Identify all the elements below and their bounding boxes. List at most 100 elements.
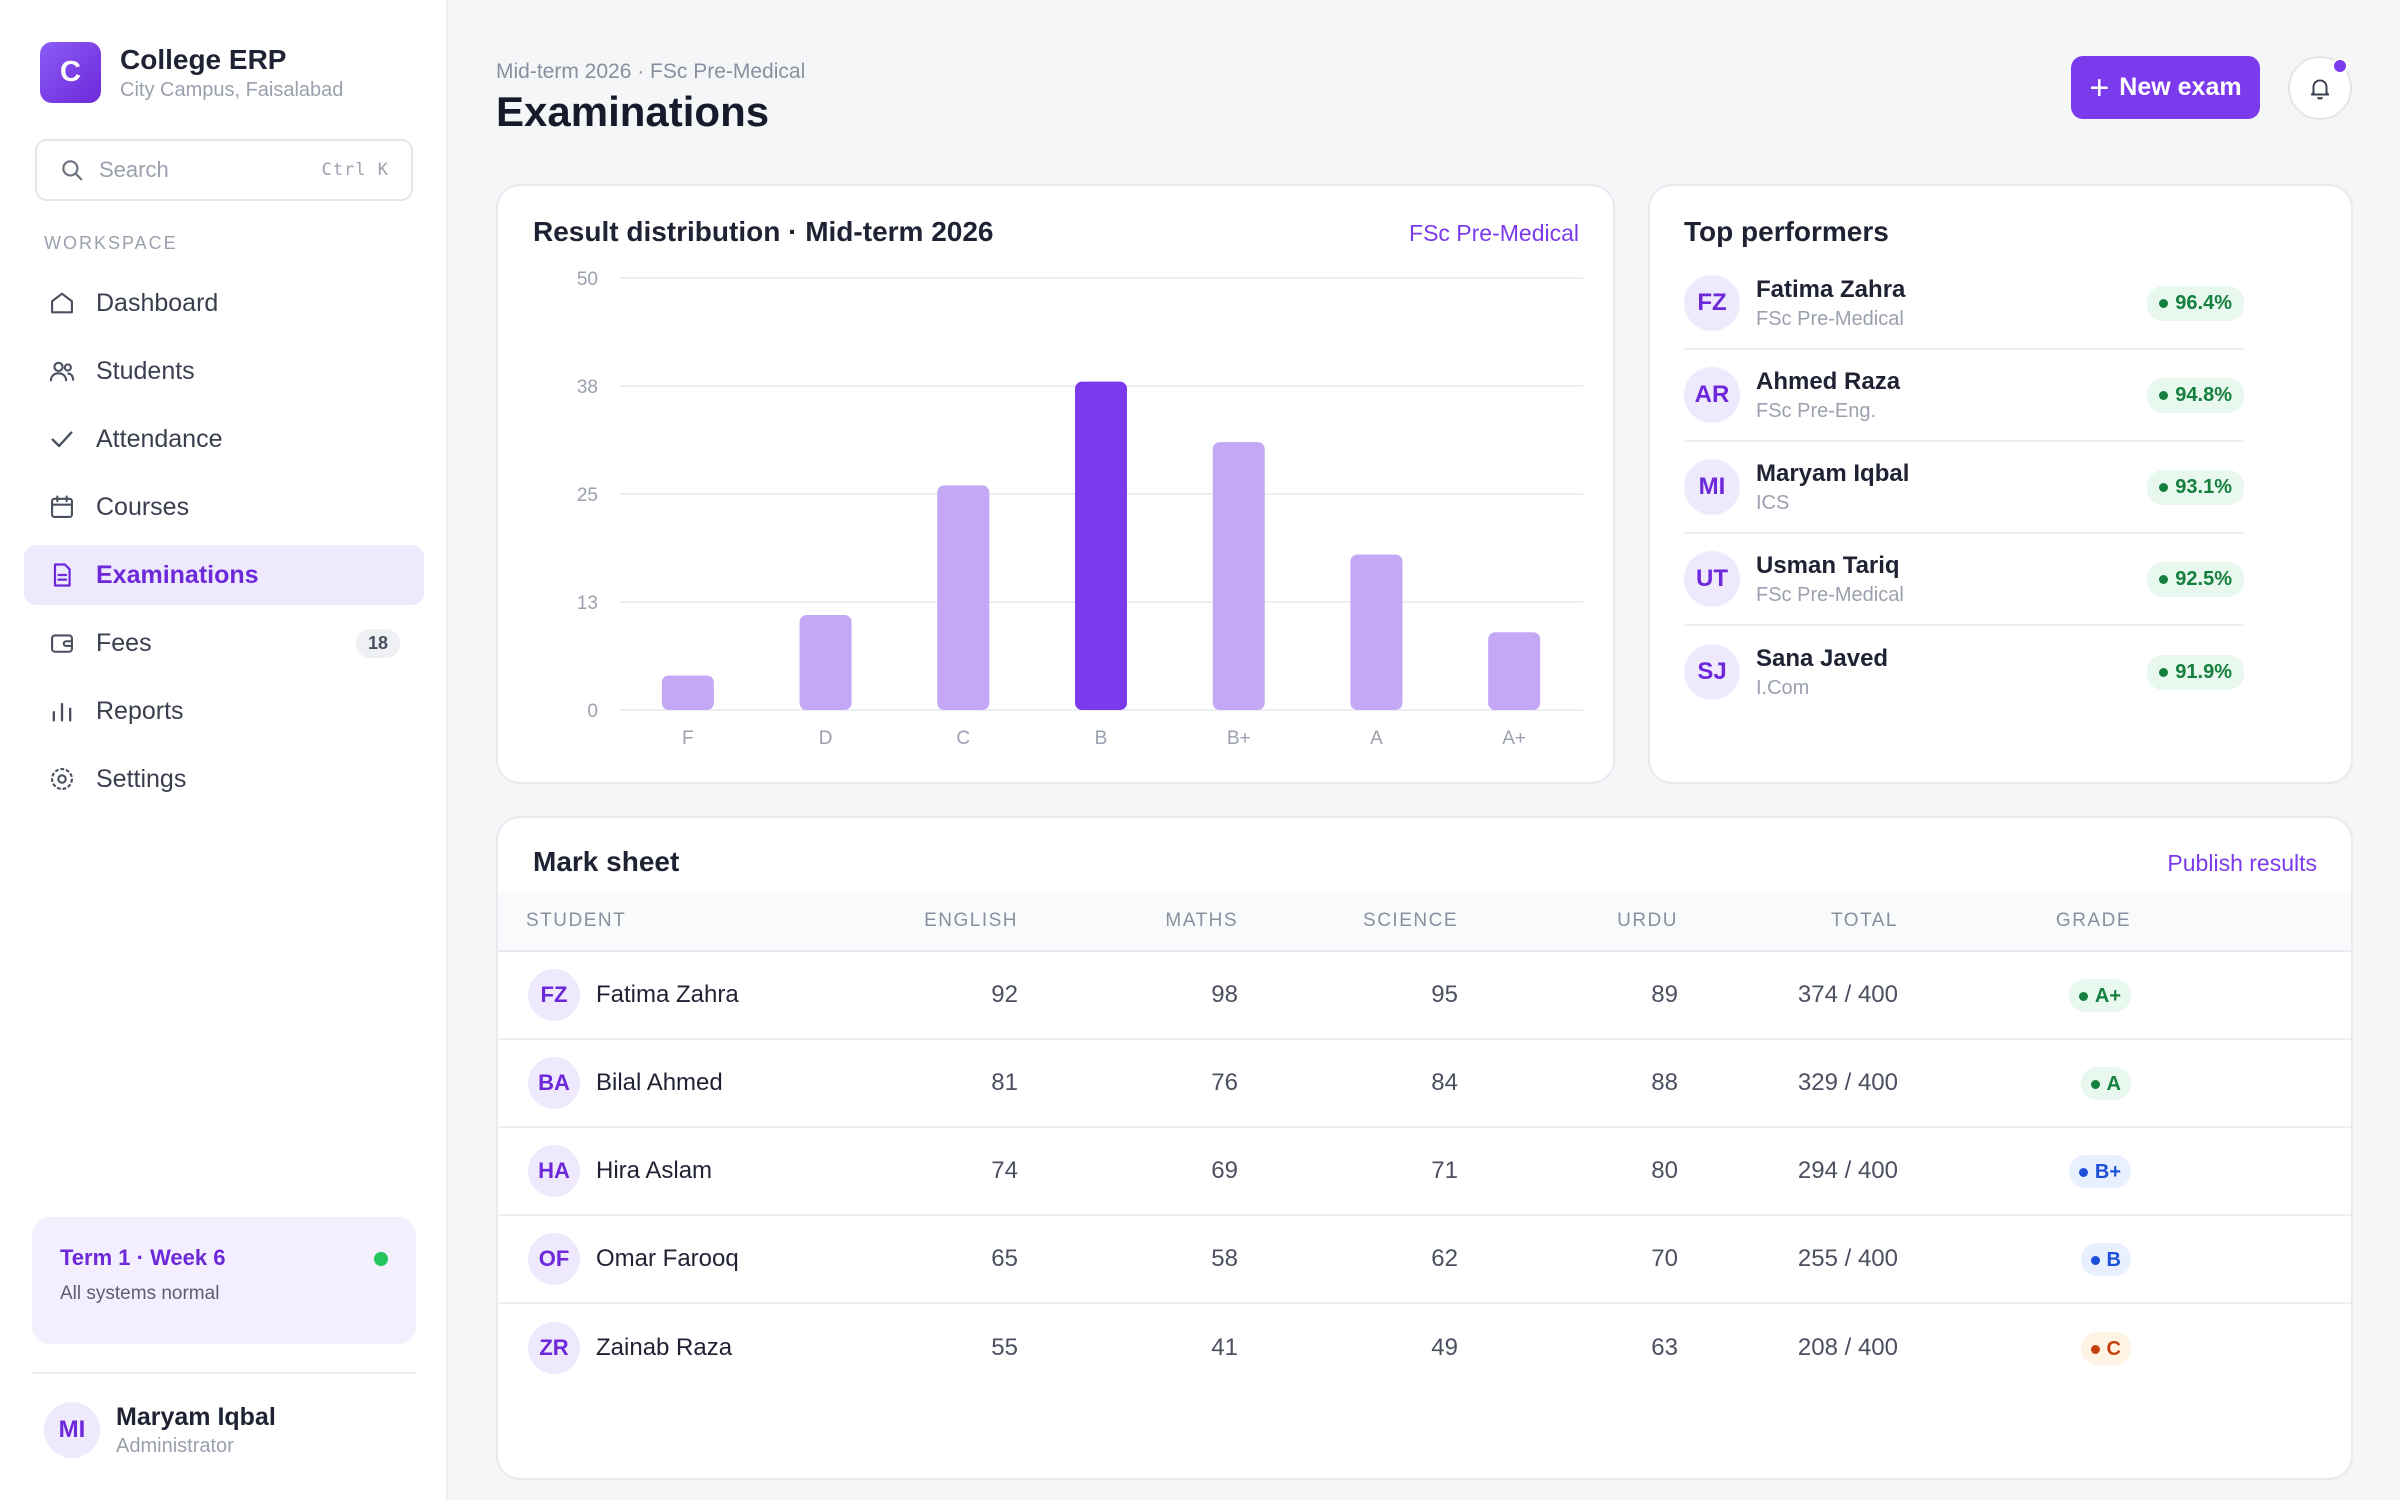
score-value: 91.9% [2175,660,2232,683]
sidebar-item-attendance[interactable]: Attendance [24,409,424,469]
search-placeholder: Search [99,157,169,182]
sidebar-item-label: Courses [96,492,190,521]
bell-icon [2310,79,2330,100]
grade-value: C [2106,1337,2121,1360]
table-row[interactable]: BA Bilal Ahmed 81 76 84 88 329 / 400 A [498,1040,2351,1128]
avatar: MI [1684,459,1740,515]
bar-A+ [1488,632,1541,710]
total-mark: 374 / 400 [1797,981,1898,1008]
avatar: SJ [1684,644,1740,700]
column-header[interactable]: SCIENCE [1363,910,1458,931]
student-name: Omar Farooq [596,1245,739,1272]
column-header[interactable]: URDU [1617,910,1678,931]
performers-list: FZ Fatima Zahra FSc Pre-Medical 96.4% AR… [1684,258,2244,718]
score-value: 94.8% [2175,383,2232,406]
document-icon [48,561,76,589]
avatar: HA [528,1145,580,1197]
science-mark: 71 [1431,1157,1458,1184]
performer-name: Usman Tariq [1756,551,1900,579]
bar-B [1075,381,1127,710]
column-header[interactable]: TOTAL [1831,910,1898,931]
x-tick-label: B+ [1227,728,1251,749]
performer-program: FSc Pre-Medical [1756,307,1904,330]
total-mark: 208 / 400 [1797,1334,1898,1361]
student-name: Fatima Zahra [596,981,739,1008]
maths-mark: 76 [1211,1069,1238,1096]
sidebar: C College ERP City Campus, Faisalabad Se… [0,0,448,1500]
bar-A [1350,554,1403,710]
bar-D [799,614,852,710]
column-header[interactable]: STUDENT [526,910,627,931]
maths-mark: 58 [1211,1245,1238,1272]
science-mark: 84 [1431,1069,1458,1096]
new-exam-button[interactable]: + New exam [2071,56,2260,119]
sidebar-item-courses[interactable]: Courses [24,477,424,537]
notifications-button[interactable] [2288,56,2352,120]
fees-count-badge: 18 [355,628,400,658]
column-header[interactable]: MATHS [1165,910,1238,931]
brand[interactable]: C College ERP City Campus, Faisalabad [40,42,343,103]
user-profile[interactable]: MI Maryam Iqbal Administrator [44,1402,276,1458]
performers-title: Top performers [1684,216,1889,247]
avatar: FZ [528,969,580,1021]
sidebar-divider [32,1372,416,1374]
table-row[interactable]: ZR Zainab Raza 55 41 49 63 208 / 400 C [498,1304,2351,1392]
search-input[interactable]: Search Ctrl K [35,139,413,201]
score-value: 92.5% [2175,567,2232,590]
grade-value: B [2106,1248,2121,1271]
table-row[interactable]: FZ Fatima Zahra 92 98 95 89 374 / 400 A+ [498,952,2351,1040]
sidebar-item-reports[interactable]: Reports [24,681,424,741]
list-item[interactable]: AR Ahmed Raza FSc Pre-Eng. 94.8% [1684,350,2244,442]
y-tick-label: 13 [577,593,598,614]
x-tick-label: D [819,728,833,749]
sidebar-nav: Dashboard Students Attendance Courses Ex… [24,273,424,817]
performer-program: ICS [1756,491,1790,514]
sidebar-item-fees[interactable]: Fees 18 [24,613,424,673]
table-row[interactable]: OF Omar Farooq 65 58 62 70 255 / 400 B [498,1216,2351,1304]
table-row[interactable]: HA Hira Aslam 74 69 71 80 294 / 400 B+ [498,1128,2351,1216]
sidebar-item-settings[interactable]: Settings [24,749,424,809]
grade-value: A+ [2094,984,2121,1007]
user-role: Administrator [116,1434,234,1457]
column-header[interactable]: GRADE [2055,910,2131,931]
list-item[interactable]: MI Maryam Iqbal ICS 93.1% [1684,442,2244,534]
sidebar-item-examinations[interactable]: Examinations [24,545,424,605]
x-tick-label: A+ [1502,728,1526,749]
grade-value: A [2106,1072,2121,1095]
avatar: MI [44,1402,100,1458]
publish-results-link[interactable]: Publish results [2167,850,2317,876]
avatar: BA [528,1057,580,1109]
performer-program: I.Com [1756,676,1810,699]
sidebar-item-dashboard[interactable]: Dashboard [24,273,424,333]
grade-badge: B+ [2068,1154,2131,1188]
total-mark: 255 / 400 [1797,1245,1898,1272]
app-name: College ERP [120,43,287,75]
performer-name: Ahmed Raza [1756,367,1901,395]
score-badge: 94.8% [2147,377,2244,413]
term-status-card: Term 1 · Week 6 All systems normal [32,1217,416,1344]
performer-program: FSc Pre-Medical [1756,583,1904,606]
app-logo: C [40,42,101,103]
notification-dot [2332,58,2348,74]
grade-badge: B [2080,1242,2131,1276]
y-tick-label: 0 [587,701,598,722]
score-badge: 96.4% [2147,285,2244,321]
list-item[interactable]: UT Usman Tariq FSc Pre-Medical 92.5% [1684,534,2244,626]
avatar: ZR [528,1322,580,1374]
score-badge: 92.5% [2147,561,2244,597]
dot-icon [2090,1344,2100,1354]
chart-title: Result distribution · Mid-term 2026 [533,216,994,247]
science-mark: 62 [1431,1245,1458,1272]
plus-icon: + [2089,68,2110,107]
english-mark: 74 [991,1157,1018,1184]
dot-icon [2159,298,2169,308]
list-item[interactable]: SJ Sana Javed I.Com 91.9% [1684,626,2244,718]
column-header[interactable]: ENGLISH [924,910,1018,931]
sidebar-item-students[interactable]: Students [24,341,424,401]
dot-icon [2078,1167,2088,1177]
score-badge: 93.1% [2147,469,2244,505]
program-filter-link[interactable]: FSc Pre-Medical [1409,220,1579,246]
list-item[interactable]: FZ Fatima Zahra FSc Pre-Medical 96.4% [1684,258,2244,350]
dot-icon [2159,574,2169,584]
gear-icon [48,765,76,793]
